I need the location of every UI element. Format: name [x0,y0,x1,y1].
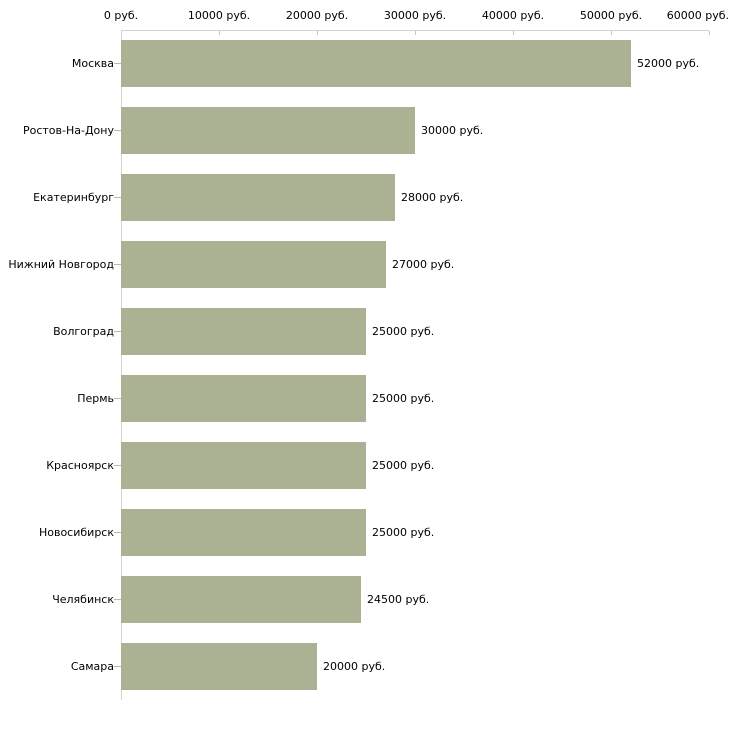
bar [121,241,386,288]
x-tick-mark [317,31,318,35]
value-label: 27000 руб. [392,258,455,271]
bar-row: Екатеринбург 28000 руб. [0,164,730,231]
category-label: Москва [71,57,114,70]
bar-row: Красноярск 25000 руб. [0,432,730,499]
y-axis-line [121,30,122,700]
bar [121,576,361,623]
value-label: 28000 руб. [401,191,464,204]
x-tick-mark [415,31,416,35]
bar [121,509,366,556]
x-tick-mark [219,31,220,35]
y-tick-mark [114,197,121,198]
value-label: 20000 руб. [323,660,386,673]
x-tick-label: 40000 руб. [481,9,545,22]
value-label: 25000 руб. [372,325,435,338]
value-label: 24500 руб. [367,593,430,606]
category-label: Ростов-На-Дону [22,124,114,137]
y-tick-mark [114,666,121,667]
x-tick-label: 30000 руб. [383,9,447,22]
bar-row: Ростов-На-Дону 30000 руб. [0,97,730,164]
category-label: Пермь [77,392,114,405]
x-tick-mark [611,31,612,35]
category-label: Самара [70,660,114,673]
x-axis-line [121,30,709,31]
x-tick-mark [709,31,710,35]
bar-row: Челябинск 24500 руб. [0,566,730,633]
bar-row: Самара 20000 руб. [0,633,730,700]
value-label: 52000 руб. [637,57,700,70]
bar [121,442,366,489]
bar [121,40,631,87]
bar [121,107,415,154]
value-label: 30000 руб. [421,124,484,137]
bar-row: Москва 52000 руб. [0,30,730,97]
bar-row: Волгоград 25000 руб. [0,298,730,365]
x-tick-label: 0 руб. [103,9,139,22]
x-tick-mark [513,31,514,35]
bar [121,174,395,221]
bar-row: Нижний Новгород 27000 руб. [0,231,730,298]
y-tick-mark [114,398,121,399]
x-tick-label: 50000 руб. [579,9,643,22]
value-label: 25000 руб. [372,526,435,539]
value-label: 25000 руб. [372,392,435,405]
x-tick-label: 60000 руб. [666,9,729,22]
bar-row: Пермь 25000 руб. [0,365,730,432]
category-label: Новосибирск [38,526,114,539]
category-label: Нижний Новгород [8,258,114,271]
category-label: Челябинск [52,593,114,606]
bar [121,308,366,355]
category-label: Волгоград [53,325,114,338]
bar [121,643,317,690]
y-tick-mark [114,465,121,466]
bar [121,375,366,422]
x-tick-label: 20000 руб. [285,9,349,22]
y-tick-mark [114,532,121,533]
x-tick-label: 10000 руб. [187,9,251,22]
y-tick-mark [114,264,121,265]
value-label: 25000 руб. [372,459,435,472]
y-tick-mark [114,130,121,131]
category-label: Красноярск [46,459,114,472]
y-tick-mark [114,599,121,600]
y-tick-mark [114,63,121,64]
category-label: Екатеринбург [33,191,114,204]
bar-row: Новосибирск 25000 руб. [0,499,730,566]
y-tick-mark [114,331,121,332]
